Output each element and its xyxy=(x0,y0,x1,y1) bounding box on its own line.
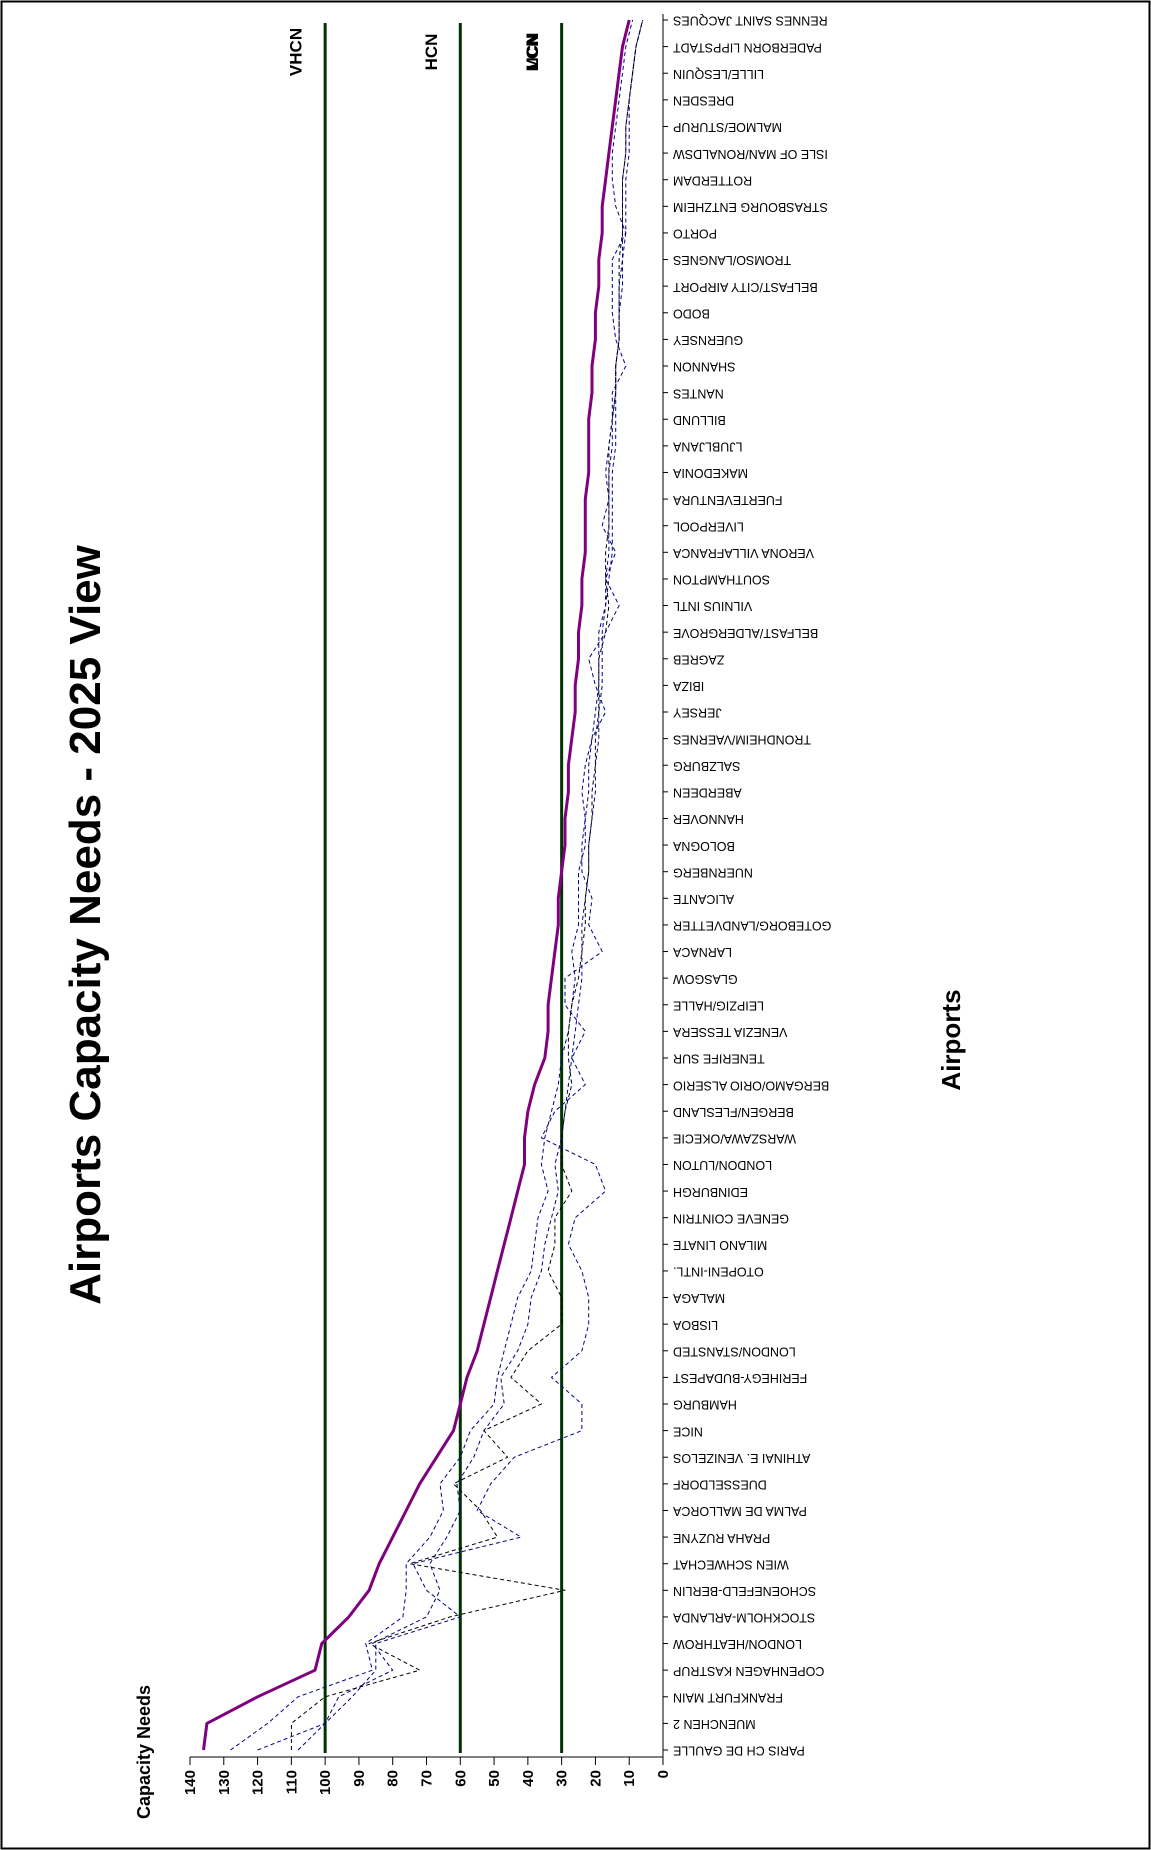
value-tick-label: 90 xyxy=(351,1770,368,1787)
series-line-dashed xyxy=(290,19,644,1750)
category-label: LONDON/STANSTED xyxy=(673,1344,796,1358)
value-tick-label: 0 xyxy=(655,1770,672,1778)
category-label: VENEZIA TESSERA xyxy=(672,1025,787,1039)
category-label: BERGEN/FLESLAND xyxy=(673,1105,794,1119)
value-tick-label: 60 xyxy=(452,1770,469,1787)
category-label: GOTEBORG/LANDVETTER xyxy=(673,919,831,933)
value-tick-label: 100 xyxy=(317,1770,334,1795)
category-label: GENEVE COINTRIN xyxy=(673,1211,789,1225)
category-label: PALMA DE MALLORCA xyxy=(672,1504,807,1518)
category-label: LARNACA xyxy=(672,945,732,959)
category-label: STRASBOURG ENTZHEIM xyxy=(673,200,828,214)
category-label: BERGAMO/ORIO ALSERIO xyxy=(673,1078,830,1092)
category-label: PORTO xyxy=(673,227,717,241)
value-tick-label: 130 xyxy=(216,1770,233,1795)
category-label: ALICANTE xyxy=(673,892,734,906)
category-label: DUESSELDORF xyxy=(673,1478,767,1492)
category-label: SALZBURG xyxy=(673,759,740,773)
category-label: LISBOA xyxy=(672,1318,718,1332)
category-label: BODO xyxy=(673,306,710,320)
value-tick-label: 120 xyxy=(250,1770,267,1795)
category-label: LONDON/LUTON xyxy=(673,1158,772,1172)
category-label: ROTTERDAM xyxy=(673,173,752,187)
category-label: GLASGOW xyxy=(673,972,738,986)
value-tick-label: 140 xyxy=(182,1770,199,1795)
x-axis-title: Airports xyxy=(936,989,966,1090)
category-label: LILLE/LESQUIN xyxy=(673,67,764,81)
category-label: LEIPZIG/HALLE xyxy=(673,998,764,1012)
reference-line-label: HCN xyxy=(422,34,441,71)
category-label: NANTES xyxy=(673,386,724,400)
value-tick-label: 30 xyxy=(554,1770,571,1787)
chart-title: Airports Capacity Needs - 2025 View xyxy=(61,544,110,1305)
category-label: VILNIUS INTL xyxy=(673,599,752,613)
category-label: RENNES SAINT JACQUES xyxy=(673,14,828,28)
series-line-dashed xyxy=(297,19,634,1751)
value-tick-label: 70 xyxy=(419,1770,436,1787)
category-label: FERIHEGY-BUDAPEST xyxy=(673,1371,808,1385)
reference-line-label: LCN xyxy=(523,35,542,70)
value-axis: 140 130 120 110 100 90 80 70 60 50 40 30 20 10 0 xyxy=(182,1756,672,1795)
category-label: FUERTEVENTURA xyxy=(672,493,782,507)
y-axis-title: Capacity Needs xyxy=(134,1685,154,1819)
category-label: MALAGA xyxy=(672,1291,725,1305)
value-tick-label: 10 xyxy=(621,1770,638,1787)
category-label: FRANKFURT MAIN xyxy=(673,1690,783,1704)
reference-line-label: MCN xyxy=(523,33,542,72)
category-labels: PARIS CH DE GAULLE MUENCHEN 2 FRANKFURT MA… xyxy=(662,14,831,1758)
category-label: LIVERPOOL xyxy=(673,519,744,533)
category-label: WARSZAWA/OKECIE xyxy=(673,1132,796,1146)
category-label: HAMBURG xyxy=(673,1398,737,1412)
category-label: SCHOENEFELD-BERLIN xyxy=(673,1584,816,1598)
category-label: PRAHA RUZYNE xyxy=(673,1531,770,1545)
category-label: GUERNSEY xyxy=(672,333,743,347)
category-label: BELFAST/ALDERGROVE xyxy=(673,626,818,640)
category-label: SHANNON xyxy=(673,360,736,374)
value-tick-label: 110 xyxy=(283,1770,300,1794)
value-tick-label: 80 xyxy=(385,1770,402,1787)
reference-line-label: VHCN xyxy=(287,28,306,76)
category-label: MILANO LINATE xyxy=(673,1238,767,1252)
category-label: MALMOE/STURUP xyxy=(673,120,782,134)
category-label: DRESDEN xyxy=(673,94,734,108)
category-label: MAKEDONIA xyxy=(672,466,748,480)
category-label: STOCKHOLM-ARLANDA xyxy=(672,1611,815,1625)
category-label: ATHINAI E. VENIZELOS xyxy=(673,1451,810,1465)
category-label: NUERNBERG xyxy=(673,865,753,879)
category-label: PADERBORN LIPPSTADT xyxy=(673,40,822,54)
category-label: LONDON/HEATHROW xyxy=(673,1637,802,1651)
series-line-main xyxy=(202,19,631,1751)
category-label: TENERIFE SUR xyxy=(673,1052,765,1066)
category-label: SOUTHAMPTON xyxy=(673,573,770,587)
category-label: COPENHAGEN KASTRUP xyxy=(673,1664,824,1678)
category-label: ISLE OF MAN/RONALDSW xyxy=(673,147,828,161)
category-label: BOLOGNA xyxy=(672,839,734,853)
category-label: BELFAST/CITY AIRPORT xyxy=(673,280,818,294)
category-label: TROMSO/LANGNES xyxy=(673,253,791,267)
category-label: ABERDEEN xyxy=(673,786,742,800)
value-tick-label: 50 xyxy=(486,1770,503,1787)
category-label: TRONDHEIM/VAERNES xyxy=(673,732,811,746)
value-tick-label: 20 xyxy=(587,1770,604,1787)
category-label: MUENCHEN 2 xyxy=(673,1717,756,1731)
category-label: LJUBLJANA xyxy=(672,440,742,454)
category-label: BILLUND xyxy=(673,413,726,427)
category-label: ZAGREB xyxy=(673,652,724,666)
category-label: PARIS CH DE GAULLE xyxy=(673,1744,805,1758)
category-label: EDINBURGH xyxy=(673,1185,748,1199)
category-label: IBIZA xyxy=(672,679,704,693)
category-label: OTOPENI-INTL. xyxy=(673,1265,764,1279)
category-label: VERONA VILLAFRANCA xyxy=(672,546,814,560)
category-label: JERSEY xyxy=(672,706,721,720)
category-label: HANNOVER xyxy=(673,812,744,826)
category-label: NICE xyxy=(673,1424,703,1438)
value-tick-label: 40 xyxy=(520,1770,537,1787)
category-label: WIEN SCHWECHAT xyxy=(673,1557,789,1571)
